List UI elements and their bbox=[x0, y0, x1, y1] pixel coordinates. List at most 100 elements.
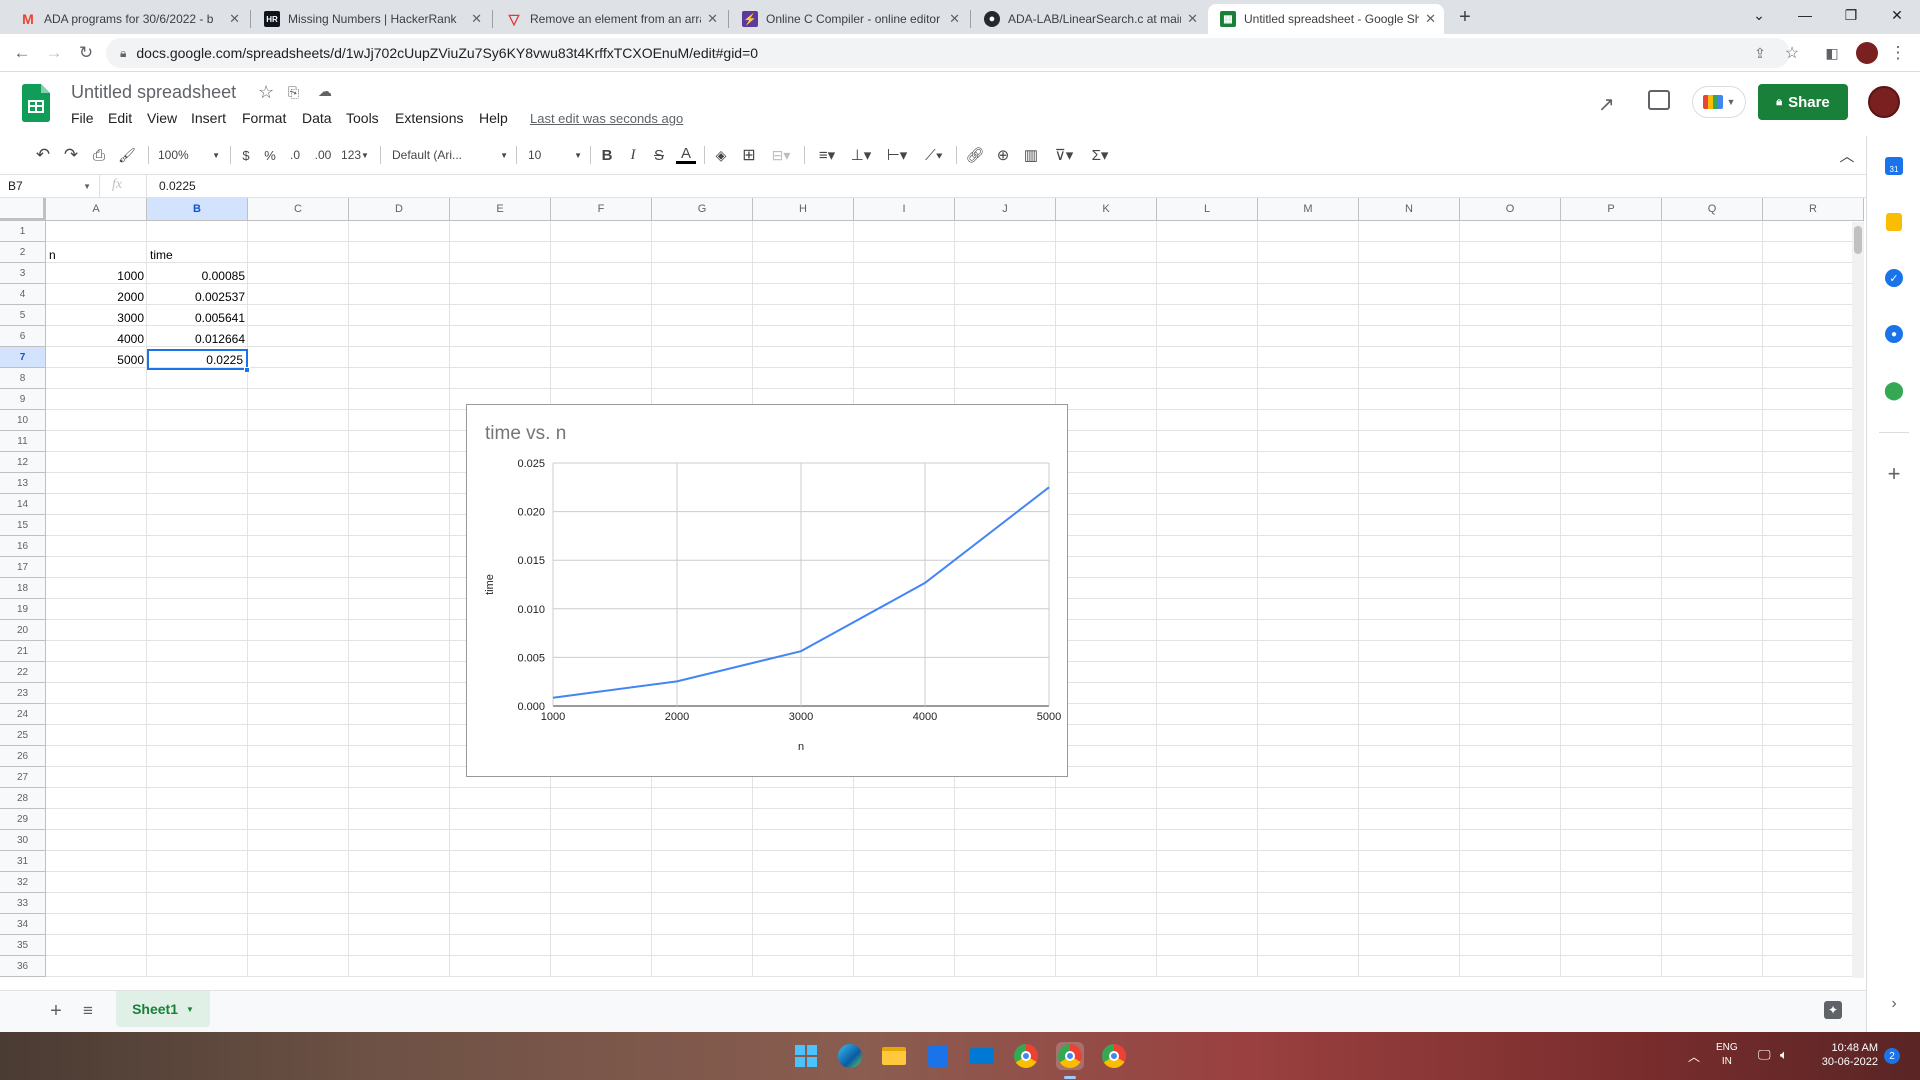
menu-file[interactable]: File bbox=[71, 110, 94, 126]
vertical-align-icon[interactable]: ⊥▾ bbox=[850, 147, 872, 164]
strikethrough-icon[interactable]: S bbox=[653, 146, 664, 164]
row-header-5[interactable]: 5 bbox=[0, 305, 46, 326]
row-header-13[interactable]: 13 bbox=[0, 473, 46, 494]
merge-cells-icon[interactable]: ⊟▾ bbox=[771, 146, 791, 163]
text-color-icon[interactable]: A bbox=[674, 142, 698, 168]
fill-handle[interactable] bbox=[244, 367, 250, 373]
activity-trend-icon[interactable]: ↗ bbox=[1598, 94, 1615, 116]
column-header-f[interactable]: F bbox=[551, 198, 652, 221]
column-header-g[interactable]: G bbox=[652, 198, 753, 221]
insert-link-icon[interactable]: 🔗︎ bbox=[965, 147, 985, 164]
minimize-button[interactable]: — bbox=[1798, 7, 1812, 23]
filter-icon[interactable]: ⊽▾ bbox=[1054, 147, 1074, 164]
tab-google-sheets[interactable]: ▦ Untitled spreadsheet - Google Sh ✕ bbox=[1208, 4, 1444, 34]
profile-avatar[interactable] bbox=[1856, 42, 1878, 64]
font-family-select[interactable]: Default (Ari... ▼ bbox=[392, 142, 508, 168]
menu-format[interactable]: Format bbox=[242, 110, 287, 126]
row-header-26[interactable]: 26 bbox=[0, 746, 46, 767]
more-formats-button[interactable]: 123 ▼ bbox=[338, 142, 372, 168]
row-header-25[interactable]: 25 bbox=[0, 725, 46, 746]
row-header-1[interactable]: 1 bbox=[0, 221, 46, 242]
omnibox[interactable]: 🔒︎ docs.google.com/spreadsheets/d/1wJj70… bbox=[106, 38, 1790, 68]
decrease-decimal-button[interactable]: .0 bbox=[289, 148, 300, 162]
row-header-20[interactable]: 20 bbox=[0, 620, 46, 641]
row-header-11[interactable]: 11 bbox=[0, 431, 46, 452]
row-header-31[interactable]: 31 bbox=[0, 851, 46, 872]
font-size-select[interactable]: 10 ▼ bbox=[528, 142, 582, 168]
column-header-h[interactable]: H bbox=[753, 198, 854, 221]
column-header-a[interactable]: A bbox=[46, 198, 147, 221]
cell-b2[interactable]: time bbox=[150, 247, 173, 262]
row-header-10[interactable]: 10 bbox=[0, 410, 46, 431]
row-header-9[interactable]: 9 bbox=[0, 389, 46, 410]
explore-icon[interactable]: ✦ bbox=[1824, 1001, 1842, 1019]
restore-button[interactable]: ❐ bbox=[1844, 6, 1858, 23]
row-header-36[interactable]: 36 bbox=[0, 956, 46, 977]
line-chart[interactable]: time vs. n 0.000 0.005 0.010 0.015 0.020 0.025… bbox=[466, 404, 1068, 777]
cell-b6[interactable]: 0.012664 bbox=[194, 331, 245, 346]
increase-decimal-button[interactable]: .00 bbox=[314, 148, 332, 162]
currency-button[interactable]: $ bbox=[242, 147, 250, 163]
column-header-p[interactable]: P bbox=[1561, 198, 1662, 221]
row-header-18[interactable]: 18 bbox=[0, 578, 46, 599]
select-all-corner[interactable] bbox=[0, 198, 46, 221]
row-header-22[interactable]: 22 bbox=[0, 662, 46, 683]
redo-icon[interactable]: ↷ bbox=[63, 145, 79, 164]
side-panel-icon[interactable]: ◧ bbox=[1825, 44, 1839, 61]
insert-comment-icon[interactable]: ⊕ bbox=[996, 147, 1010, 164]
zoom-select[interactable]: 100% ▼ bbox=[158, 142, 220, 168]
close-icon[interactable]: ✕ bbox=[707, 11, 718, 26]
new-tab-button[interactable]: + bbox=[1459, 5, 1471, 28]
borders-icon[interactable]: ⊞ bbox=[742, 147, 756, 164]
cell-a6[interactable]: 4000 bbox=[117, 331, 144, 346]
column-header-b[interactable]: B bbox=[147, 198, 248, 221]
tab-online-compiler[interactable]: ⚡ Online C Compiler - online editor ✕ bbox=[730, 4, 968, 34]
menu-edit[interactable]: Edit bbox=[108, 110, 133, 126]
close-icon[interactable]: ✕ bbox=[1425, 11, 1436, 26]
tab-hackerrank[interactable]: HR Missing Numbers | HackerRank ✕ bbox=[252, 4, 490, 34]
row-header-12[interactable]: 12 bbox=[0, 452, 46, 473]
column-header-c[interactable]: C bbox=[248, 198, 349, 221]
keep-icon[interactable] bbox=[1882, 210, 1906, 234]
sheet-tab-sheet1[interactable]: Sheet1 ▼ bbox=[116, 991, 210, 1027]
menu-insert[interactable]: Insert bbox=[191, 110, 227, 126]
name-box[interactable]: B7 ▼ bbox=[0, 175, 100, 197]
column-header-n[interactable]: N bbox=[1359, 198, 1460, 221]
row-header-16[interactable]: 16 bbox=[0, 536, 46, 557]
sheets-logo-icon[interactable] bbox=[22, 84, 50, 122]
cell-a4[interactable]: 2000 bbox=[117, 289, 144, 304]
get-addons-icon[interactable]: + bbox=[1887, 461, 1901, 486]
column-header-k[interactable]: K bbox=[1056, 198, 1157, 221]
cell-a5[interactable]: 3000 bbox=[117, 310, 144, 325]
edge-icon[interactable] bbox=[836, 1042, 864, 1070]
all-sheets-icon[interactable]: ≡ bbox=[83, 1001, 93, 1020]
close-window-button[interactable]: ✕ bbox=[1891, 6, 1903, 23]
paint-format-icon[interactable]: 🖌︎ bbox=[118, 146, 136, 163]
bookmark-star-icon[interactable]: ☆ bbox=[1784, 45, 1800, 62]
show-side-panel-icon[interactable]: › bbox=[1891, 995, 1897, 1012]
browser-menu-icon[interactable]: ⋮ bbox=[1889, 43, 1907, 62]
tasks-icon[interactable]: ✓ bbox=[1882, 266, 1906, 290]
language-indicator[interactable]: ENG IN bbox=[1716, 1041, 1738, 1069]
share-page-icon[interactable]: ⇪ bbox=[1754, 44, 1766, 61]
row-header-24[interactable]: 24 bbox=[0, 704, 46, 725]
column-header-i[interactable]: I bbox=[854, 198, 955, 221]
back-button[interactable]: ← bbox=[13, 43, 31, 62]
collapse-menus-icon[interactable]: ︿ bbox=[1839, 147, 1855, 165]
contacts-icon[interactable]: ● bbox=[1882, 322, 1906, 346]
row-header-35[interactable]: 35 bbox=[0, 935, 46, 956]
vertical-scroll-thumb[interactable] bbox=[1854, 226, 1862, 254]
close-icon[interactable]: ✕ bbox=[471, 11, 482, 26]
row-header-6[interactable]: 6 bbox=[0, 326, 46, 347]
add-sheet-button[interactable]: + bbox=[50, 999, 62, 1022]
row-header-21[interactable]: 21 bbox=[0, 641, 46, 662]
cell-b4[interactable]: 0.002537 bbox=[194, 289, 245, 304]
cell-a3[interactable]: 1000 bbox=[117, 268, 144, 283]
column-header-d[interactable]: D bbox=[349, 198, 450, 221]
row-header-28[interactable]: 28 bbox=[0, 788, 46, 809]
menu-tools[interactable]: Tools bbox=[346, 110, 379, 126]
insert-chart-icon[interactable]: ▥ bbox=[1023, 147, 1039, 164]
bold-icon[interactable]: B bbox=[601, 146, 613, 164]
share-button[interactable]: 🔒︎ Share bbox=[1758, 84, 1848, 120]
